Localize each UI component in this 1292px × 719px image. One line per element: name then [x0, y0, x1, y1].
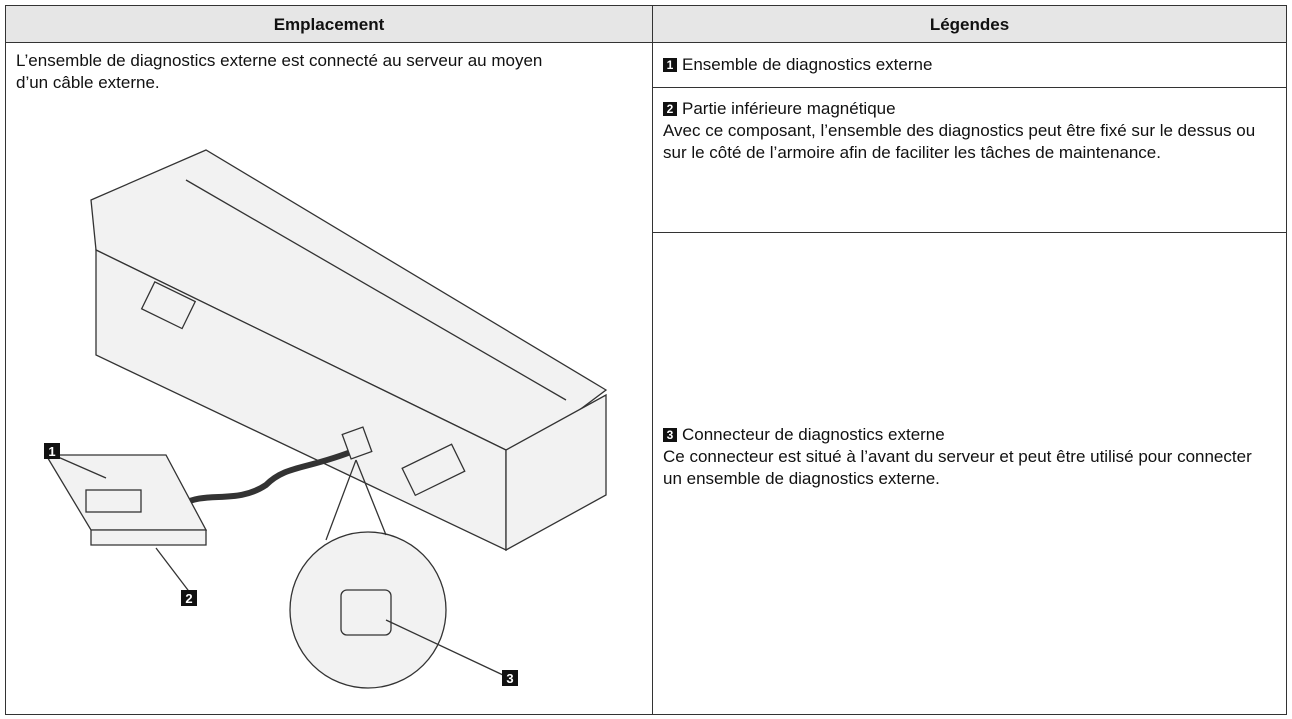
- cable: [179, 447, 358, 508]
- header-cell: Emplacement: [5, 5, 653, 43]
- callout-number: 3: [663, 428, 677, 442]
- illustration: 1 2 3: [44, 149, 608, 689]
- callout-number: 1: [663, 58, 677, 72]
- callout-line: [155, 547, 195, 599]
- vga-port: [140, 281, 197, 330]
- legend-description: Ce connecteur est situé à l’avant du ser…: [663, 447, 1252, 488]
- callout-line: [57, 456, 107, 479]
- legend-description: Avec ce composant, l’ensemble des diagno…: [663, 121, 1256, 162]
- callout-box: [181, 590, 197, 606]
- connector-detail: [340, 589, 392, 636]
- legend-cell: 2 Partie inférieure magnétique Avec ce com…: [652, 87, 1287, 233]
- legend-title: Connecteur de diagnostics externe: [682, 425, 945, 444]
- callout-box: [502, 670, 518, 686]
- diagnostics-base: [90, 529, 207, 546]
- callout-line: [385, 619, 504, 676]
- server-edge: [185, 179, 567, 401]
- zoom-line: [325, 459, 357, 541]
- legend-cell: 1 Ensemble de diagnostics externe: [652, 42, 1287, 88]
- legend-title: Ensemble de diagnostics externe: [682, 55, 933, 74]
- legend-title: Partie inférieure magnétique: [682, 99, 896, 118]
- header-cell: Légendes: [652, 5, 1287, 43]
- callout-number: 2: [663, 102, 677, 116]
- callout-label: 2: [185, 591, 192, 606]
- connector: [341, 426, 373, 460]
- callout-box: [44, 443, 60, 459]
- callout-label: 3: [506, 671, 513, 686]
- server-side: [505, 393, 607, 552]
- location-text: L’ensemble de diagnostics externe est co…: [16, 51, 543, 92]
- zoom-line: [355, 459, 387, 536]
- header-text: Légendes: [929, 15, 1010, 34]
- header-text: Emplacement: [273, 15, 385, 34]
- serial-port: [401, 443, 466, 497]
- legend-cell: 3 Connecteur de diagnostics externe Ce con…: [652, 232, 1287, 715]
- callout-label: 1: [48, 444, 55, 459]
- device-screen: [85, 489, 142, 513]
